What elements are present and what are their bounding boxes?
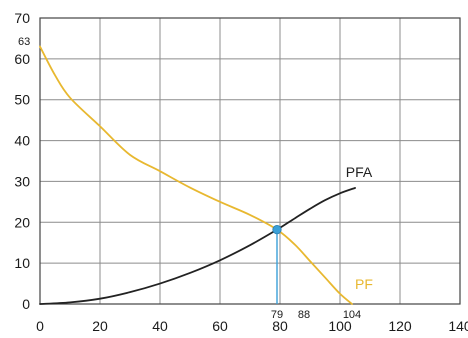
y-tick-label: 30 (14, 173, 30, 189)
series-label-pfa: PFA (346, 164, 373, 180)
x-tick-label: 40 (152, 318, 168, 334)
y-tick-label: 40 (14, 133, 30, 149)
series-label-pf: PF (355, 276, 373, 292)
intersection-marker (272, 225, 282, 235)
series-line-pfa (39, 187, 356, 305)
y-tick-labels: 0 10 20 30 40 50 60 70 (14, 10, 30, 312)
y-tick-label: 20 (14, 214, 30, 230)
x-mark-label: 88 (298, 309, 310, 321)
annotation-layer: 63 79 88 104 (18, 36, 361, 321)
y-intercept-label: 63 (18, 36, 30, 48)
series-layer: PFA PF (39, 45, 373, 305)
x-tick-label: 20 (92, 318, 108, 334)
x-tick-label: 120 (388, 318, 412, 334)
x-tick-label: 80 (272, 318, 288, 334)
y-tick-label: 10 (14, 255, 30, 271)
grid-layer (39, 17, 461, 305)
y-tick-label: 60 (14, 51, 30, 67)
x-tick-label: 0 (36, 318, 44, 334)
marker-layer (272, 225, 282, 235)
x-tick-label: 140 (448, 318, 468, 334)
x-tick-label: 100 (328, 318, 352, 334)
series-line-pf (39, 45, 353, 305)
x-mark-label: 104 (343, 309, 361, 321)
y-tick-label: 70 (14, 10, 30, 26)
y-tick-label: 50 (14, 92, 30, 108)
y-tick-label: 0 (22, 296, 30, 312)
x-tick-labels: 0 20 40 60 80 100 120 140 (36, 318, 468, 334)
plot-frame (39, 17, 461, 305)
x-mark-label: 79 (271, 309, 283, 321)
x-tick-label: 60 (212, 318, 228, 334)
